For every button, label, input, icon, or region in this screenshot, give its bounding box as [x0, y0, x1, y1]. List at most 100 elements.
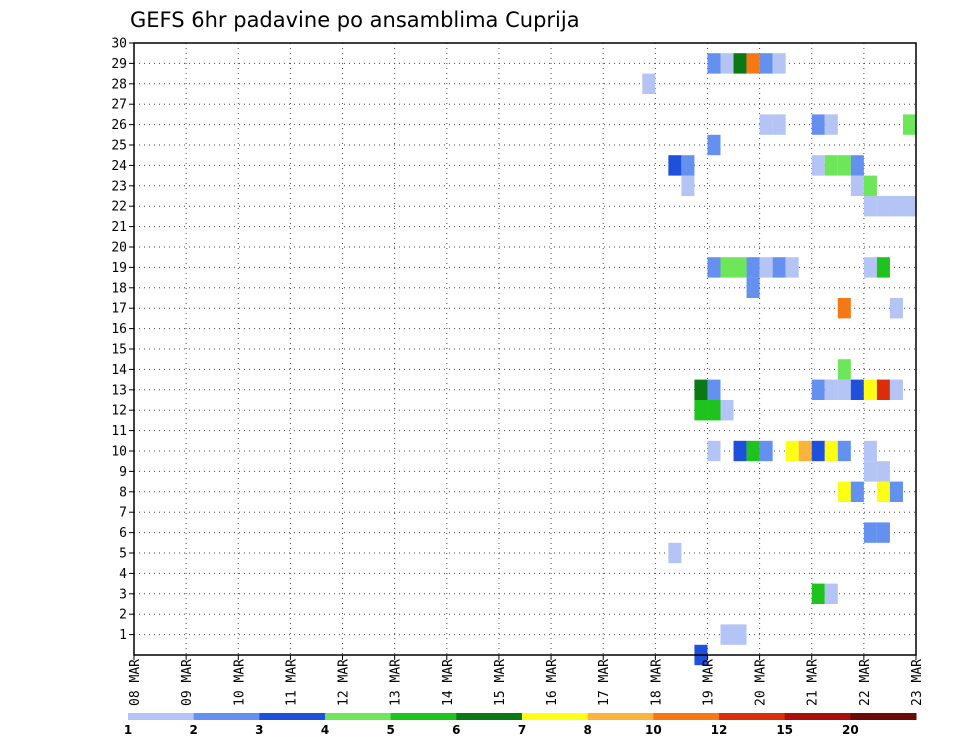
legend-swatch	[128, 713, 195, 720]
precip-cell	[720, 400, 734, 421]
x-axis: 08 MAR 09 MAR 10 MAR 11 MAR 12 MAR 13 MAR 14 M…	[128, 655, 925, 706]
y-tick-label: 3	[119, 587, 127, 602]
legend-swatch	[719, 713, 786, 720]
precip-cell	[863, 196, 877, 217]
grid	[133, 42, 917, 655]
x-tick-label: 22 MAR	[858, 659, 873, 706]
precip-cell	[707, 257, 721, 278]
y-tick-label: 5	[119, 547, 127, 562]
y-tick-label: 18	[111, 281, 127, 296]
y-tick-label: 17	[111, 302, 127, 317]
precip-cell	[889, 298, 903, 319]
precip-cell	[837, 359, 851, 380]
precip-cell	[863, 257, 877, 278]
y-tick-label: 30	[111, 37, 127, 52]
legend-swatch	[390, 713, 457, 720]
y-tick-label: 15	[111, 343, 127, 358]
precip-cell	[876, 379, 890, 400]
precip-cell	[772, 114, 786, 135]
precip-cell	[863, 379, 877, 400]
x-tick-label: 19 MAR	[701, 659, 716, 706]
precip-cell	[824, 114, 838, 135]
precip-cell	[772, 53, 786, 74]
precip-cell	[902, 114, 916, 135]
precip-cell	[811, 114, 825, 135]
precip-cell	[824, 583, 838, 604]
legend-label: 8	[583, 723, 591, 737]
precip-cell	[876, 196, 890, 217]
legend-label: 2	[189, 723, 197, 737]
precip-cell	[759, 257, 773, 278]
x-tick-label: 11 MAR	[284, 659, 299, 706]
precip-cell	[720, 257, 734, 278]
precip-cell	[811, 379, 825, 400]
precip-cell	[811, 583, 825, 604]
precip-cell	[707, 134, 721, 156]
x-tick-label: 16 MAR	[545, 659, 560, 706]
precip-cell	[707, 53, 721, 74]
x-tick-label: 20 MAR	[754, 659, 769, 706]
precip-cell	[733, 440, 747, 462]
data-cells	[642, 53, 916, 666]
y-tick-label: 4	[119, 567, 127, 582]
legend-swatch	[259, 713, 326, 720]
precip-cell	[642, 73, 656, 94]
precip-cell	[746, 440, 760, 462]
y-tick-label: 23	[111, 179, 127, 194]
precip-cell	[798, 440, 812, 462]
precip-cell	[720, 624, 734, 645]
y-tick-label: 10	[111, 445, 127, 460]
precip-cell	[863, 522, 877, 543]
precip-cell	[850, 175, 864, 196]
legend-swatch	[784, 713, 851, 720]
legend-label: 12	[711, 723, 728, 737]
precip-cell	[707, 440, 721, 462]
precip-cell	[837, 155, 851, 176]
precip-cell	[733, 257, 747, 278]
precip-cell	[681, 155, 695, 176]
legend-swatch	[193, 713, 260, 720]
y-axis: 1234567891011121314151617181920212223242…	[111, 37, 134, 643]
y-tick-label: 22	[111, 200, 127, 215]
precip-cell	[876, 461, 890, 482]
y-tick-label: 20	[111, 241, 127, 256]
precip-cell	[837, 481, 851, 502]
chart-title: GEFS 6hr padavine po ansamblima Cuprija	[130, 8, 580, 32]
y-tick-label: 9	[119, 465, 127, 480]
legend-label: 4	[321, 723, 329, 737]
precip-cell	[746, 257, 760, 278]
x-tick-label: 21 MAR	[806, 659, 821, 706]
x-tick-label: 08 MAR	[128, 659, 143, 706]
legend-swatch	[653, 713, 720, 720]
precip-cell	[746, 277, 760, 298]
precip-cell	[876, 522, 890, 543]
precip-cell	[694, 379, 708, 400]
x-tick-label: 09 MAR	[180, 659, 195, 706]
precip-cell	[759, 53, 773, 74]
color-legend: 1 2 3 4 5 6 7 8 10 12 15 20	[124, 713, 917, 737]
precip-cell	[759, 114, 773, 135]
y-tick-label: 2	[119, 608, 127, 623]
x-tick-label: 10 MAR	[232, 659, 247, 706]
precip-cell	[850, 379, 864, 400]
y-tick-label: 16	[111, 322, 127, 337]
precip-cell	[681, 175, 695, 196]
precip-cell	[772, 257, 786, 278]
legend-label: 5	[386, 723, 394, 737]
precip-cell	[707, 379, 721, 400]
legend-label: 7	[518, 723, 526, 737]
x-tick-label: 17 MAR	[597, 659, 612, 706]
y-tick-label: 13	[111, 383, 127, 398]
legend-label: 1	[124, 723, 132, 737]
precip-cell	[876, 257, 890, 278]
legend-swatch	[850, 713, 917, 720]
y-tick-label: 24	[111, 159, 127, 174]
y-tick-label: 25	[111, 139, 127, 154]
legend-swatch	[522, 713, 589, 720]
precip-cell	[850, 155, 864, 176]
y-tick-label: 19	[111, 261, 127, 276]
x-tick-label: 15 MAR	[493, 659, 508, 706]
precip-cell	[785, 257, 799, 278]
precip-cell	[811, 155, 825, 176]
